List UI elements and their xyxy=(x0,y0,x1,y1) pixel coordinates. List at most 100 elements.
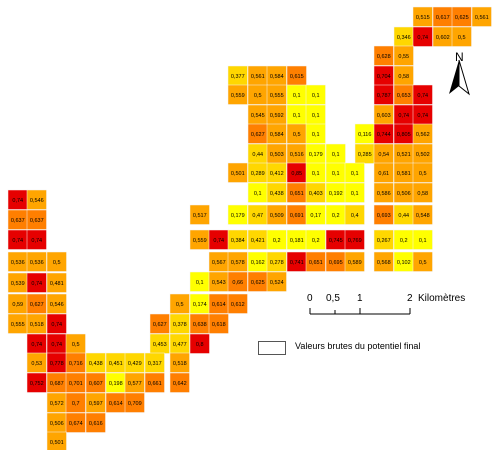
grid-cell-value: 0,543 xyxy=(212,280,226,286)
grid-cell-value: 0,615 xyxy=(290,74,304,80)
grid-cell-value: 0,628 xyxy=(377,54,391,60)
grid-cell-fill xyxy=(344,182,365,203)
grid-cell: 0,1 xyxy=(305,123,326,144)
grid-cell-value: 0,586 xyxy=(377,191,391,197)
grid-cell-value: 0,716 xyxy=(69,361,83,367)
grid-cell-value: 0,627 xyxy=(30,302,44,308)
grid-cell-fill xyxy=(305,123,326,144)
grid-cell-value: 0,74 xyxy=(31,238,42,244)
grid-cell-value: 0,181 xyxy=(290,238,304,244)
grid-cell-value: 0,625 xyxy=(251,280,265,286)
grid-cell: 0,687 xyxy=(46,372,67,393)
grid-cell: 0,546 xyxy=(26,189,47,210)
grid-cell-fill xyxy=(266,271,287,292)
grid-cell-value: 0,637 xyxy=(11,218,25,224)
grid-cell-value: 0,267 xyxy=(377,238,391,244)
grid-cell-value: 0,1 xyxy=(293,93,301,99)
grid-cell: 0,568 xyxy=(373,251,394,272)
grid-cell-value: 0,637 xyxy=(30,218,44,224)
grid-cell: 0,545 xyxy=(247,104,268,125)
grid-cell-value: 0,555 xyxy=(270,93,284,99)
grid-cell-fill xyxy=(26,209,47,230)
grid-cell-value: 0,568 xyxy=(377,260,391,266)
grid-cell-fill xyxy=(412,251,433,272)
grid-cell-fill xyxy=(26,372,47,393)
grid-cell-value: 0,502 xyxy=(416,152,430,158)
grid-cell: 0,453 xyxy=(149,333,170,354)
grid-cell-value: 0,501 xyxy=(50,440,64,446)
grid-cell: 0,741 xyxy=(286,251,307,272)
grid-cell-value: 0,539 xyxy=(11,281,25,287)
grid-cell: 0,174 xyxy=(189,293,210,314)
grid-cell: 0,438 xyxy=(85,352,106,373)
grid-cell-fill xyxy=(412,123,433,144)
grid-cell-value: 0,695 xyxy=(329,260,343,266)
grid-cell: 0,555 xyxy=(7,313,28,334)
grid-cell: 0,787 xyxy=(373,84,394,105)
grid-cell: 0,181 xyxy=(286,229,307,250)
grid-cell-value: 0,607 xyxy=(89,381,103,387)
grid-cell-value: 0,589 xyxy=(348,260,362,266)
grid-cell: 0,506 xyxy=(393,182,414,203)
grid-cell-value: 0,687 xyxy=(50,381,64,387)
grid-cell-value: 0,85 xyxy=(291,171,302,177)
grid-cell: 0,521 xyxy=(393,143,414,164)
grid-cell: 0,54 xyxy=(373,143,394,164)
north-label: N xyxy=(455,50,464,64)
grid-cell-value: 0,1 xyxy=(351,191,359,197)
grid-cell-fill xyxy=(373,204,394,225)
grid-cell-value: 0,5 xyxy=(293,132,301,138)
grid-cell: 0,628 xyxy=(373,45,394,66)
grid-cell-value: 0,4 xyxy=(351,213,359,219)
grid-cell: 0,116 xyxy=(354,123,375,144)
grid-cell-value: 0,1 xyxy=(312,171,320,177)
grid-cell-value: 0,745 xyxy=(329,238,343,244)
grid-cell-value: 0,612 xyxy=(231,302,245,308)
grid-cell-fill xyxy=(227,229,248,250)
grid-cell-fill xyxy=(124,372,145,393)
grid-cell: 0,555 xyxy=(266,84,287,105)
grid-cell-value: 0,1 xyxy=(419,238,427,244)
grid-cell-value: 0,536 xyxy=(30,260,44,266)
grid-cell-value: 0,179 xyxy=(231,213,245,219)
grid-cell-value: 0,192 xyxy=(329,191,343,197)
grid-cell-fill xyxy=(305,204,326,225)
grid-cell: 0,546 xyxy=(46,293,67,314)
grid-cell-value: 0,1 xyxy=(312,93,320,99)
grid-cell: 0,403 xyxy=(305,182,326,203)
grid-cell: 0,536 xyxy=(7,251,28,272)
grid-cell-value: 0,74 xyxy=(398,113,409,119)
grid-cell: 0,581 xyxy=(393,162,414,183)
grid-cell: 0,661 xyxy=(144,372,165,393)
grid-cell-fill xyxy=(451,6,472,27)
grid-cell: 0,8 xyxy=(189,333,210,354)
grid-cell-fill xyxy=(412,229,433,250)
grid-cell-value: 0,403 xyxy=(309,191,323,197)
grid-cell: 0,516 xyxy=(286,143,307,164)
grid-cell: 0,384 xyxy=(227,229,248,250)
grid-cell-fill xyxy=(305,251,326,272)
grid-cell-value: 0,515 xyxy=(416,15,430,21)
grid-cell: 0,58 xyxy=(412,182,433,203)
grid-cell: 0,5 xyxy=(451,26,472,47)
grid-cell-fill xyxy=(412,182,433,203)
grid-cell-value: 0,561 xyxy=(251,74,265,80)
scale-label-2: 2 xyxy=(407,293,413,304)
grid-cell: 0,577 xyxy=(124,372,145,393)
grid-cell-fill xyxy=(169,293,190,314)
grid-cell-value: 0,524 xyxy=(270,280,284,286)
grid-cell: 0,559 xyxy=(189,229,210,250)
grid-cell-value: 0,47 xyxy=(252,213,263,219)
grid-cell-value: 0,74 xyxy=(51,322,62,328)
grid-cell: 0,198 xyxy=(105,372,126,393)
grid-cell-value: 0,74 xyxy=(51,342,62,348)
grid-cell-fill xyxy=(124,392,145,413)
grid-cell: 0,518 xyxy=(26,313,47,334)
grid-cell-value: 0,581 xyxy=(397,171,411,177)
grid-cell: 0,1 xyxy=(305,162,326,183)
grid-cell: 0,618 xyxy=(208,313,229,334)
grid-cell-value: 0,625 xyxy=(455,15,469,21)
grid-cell-value: 0,412 xyxy=(270,171,284,177)
legend-label: Valeurs brutes du potentiel final xyxy=(295,341,421,351)
